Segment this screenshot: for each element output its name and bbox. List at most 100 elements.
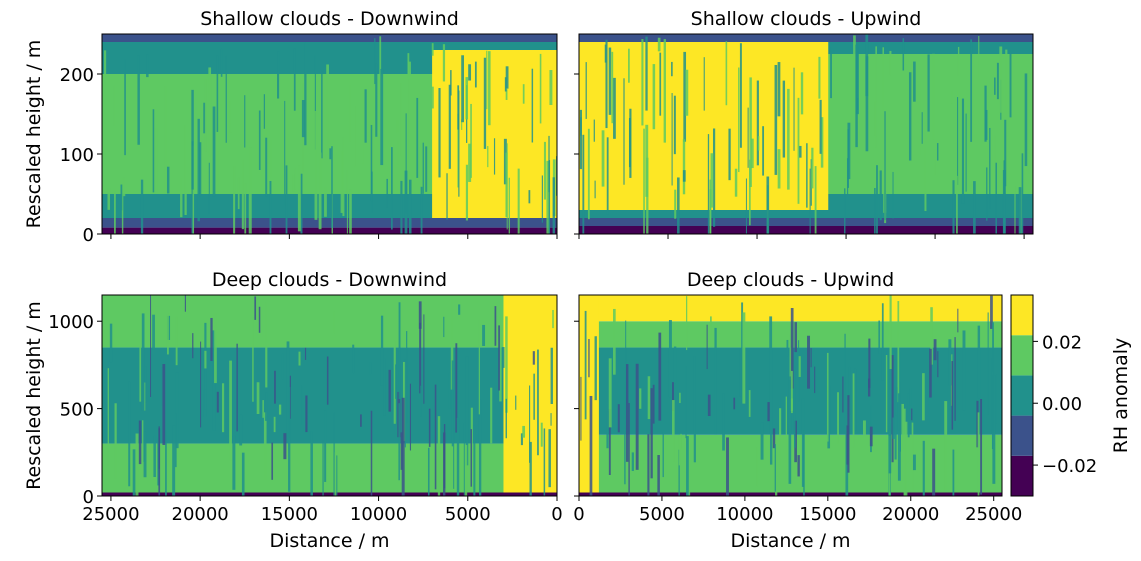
rh-streak: [431, 86, 434, 109]
y-tick-label: 0: [83, 225, 94, 246]
rh-streak: [180, 177, 183, 218]
rh-streak: [807, 335, 811, 389]
rh-streak: [458, 90, 460, 197]
rh-streak: [913, 61, 916, 102]
rh-band: [102, 34, 557, 42]
rh-streak: [818, 56, 821, 99]
colorbar-segment: [1011, 455, 1033, 496]
rh-streak: [391, 147, 393, 230]
rh-streak: [409, 383, 412, 451]
rh-streak: [455, 343, 458, 433]
rh-streak: [1005, 49, 1008, 114]
rh-streak: [152, 109, 155, 193]
rh-streak: [318, 152, 322, 230]
rh-streak: [198, 142, 202, 197]
rh-streak: [465, 164, 469, 221]
rh-streak: [203, 102, 206, 134]
rh-streak: [192, 333, 194, 359]
rh-streak: [505, 398, 507, 439]
rh-streak: [548, 429, 551, 488]
rh-streak: [428, 408, 431, 447]
rh-streak: [400, 432, 403, 470]
rh-streak: [465, 77, 469, 120]
rh-streak: [522, 425, 526, 438]
rh-streak: [904, 421, 908, 496]
rh-streak: [611, 51, 614, 124]
rh-band: [102, 347, 557, 444]
rh-streak: [263, 412, 267, 481]
rh-streak: [884, 133, 888, 192]
rh-core: [432, 50, 557, 218]
rh-streak: [884, 111, 886, 221]
rh-streak: [769, 316, 773, 418]
rh-streak: [933, 339, 937, 361]
colorbar-label: RH anomaly: [1110, 338, 1132, 454]
rh-streak: [396, 119, 400, 133]
rh-streak: [132, 449, 136, 496]
rh-streak: [450, 297, 454, 390]
rh-streak: [427, 447, 430, 496]
rh-streak: [362, 144, 364, 164]
rh-streak: [305, 395, 308, 433]
rh-band: [102, 443, 557, 493]
rh-streak: [197, 118, 200, 222]
rh-streak: [419, 322, 422, 394]
x-tick-label: 10000: [716, 504, 773, 525]
rh-streak: [854, 368, 857, 431]
rh-streak: [113, 85, 116, 127]
x-tick-label: 0: [573, 504, 584, 525]
rh-streak: [853, 35, 856, 102]
rh-streak: [453, 427, 455, 489]
rh-streak: [1014, 185, 1016, 234]
plot-area: [102, 34, 557, 234]
rh-streak: [210, 317, 213, 361]
rh-streak: [220, 48, 223, 77]
rh-streak: [650, 388, 653, 479]
rh-streak: [442, 432, 446, 496]
rh-streak: [297, 165, 301, 232]
rh-streak: [515, 395, 517, 410]
rh-streak: [924, 133, 927, 212]
rh-streak: [233, 165, 236, 234]
rh-streak: [369, 362, 372, 375]
rh-streak: [208, 162, 210, 214]
x-tick-label: 25000: [82, 504, 139, 525]
rh-streak: [809, 168, 811, 234]
rh-streak: [322, 440, 324, 496]
panels-group: Shallow clouds - Downwind 0 100 200 Rescaled…: [23, 8, 1034, 552]
rh-streak: [324, 186, 327, 217]
x-axis-label: Distance / m: [269, 530, 389, 552]
rh-streak: [762, 126, 765, 176]
rh-streak: [172, 425, 176, 496]
rh-streak: [499, 343, 502, 402]
rh-streak: [685, 366, 687, 439]
rh-streak: [693, 356, 696, 463]
rh-streak: [962, 330, 966, 411]
rh-streak: [794, 322, 798, 353]
rh-streak: [869, 426, 873, 447]
rh-streak: [682, 139, 686, 195]
rh-streak: [464, 445, 468, 496]
rh-streak: [121, 192, 124, 234]
rh-streak: [128, 381, 131, 487]
rh-streak: [438, 88, 441, 178]
rh-streak: [420, 385, 422, 417]
x-tick-label: 10000: [350, 504, 407, 525]
rh-streak: [214, 312, 217, 384]
rh-streak: [686, 296, 688, 351]
rh-streak: [229, 100, 232, 133]
rh-streak: [162, 364, 166, 445]
rh-streak: [996, 62, 999, 100]
rh-band: [579, 492, 1002, 496]
rh-streak: [285, 165, 288, 234]
rh-streak: [842, 376, 844, 413]
rh-streak: [321, 70, 323, 159]
rh-streak: [1002, 170, 1006, 234]
rh-streak: [258, 306, 261, 333]
rh-streak: [457, 85, 460, 130]
rh-streak: [288, 386, 291, 492]
rh-streak: [662, 432, 664, 478]
rh-streak: [164, 86, 167, 194]
rh-streak: [541, 175, 543, 223]
rh-streak: [405, 113, 407, 214]
